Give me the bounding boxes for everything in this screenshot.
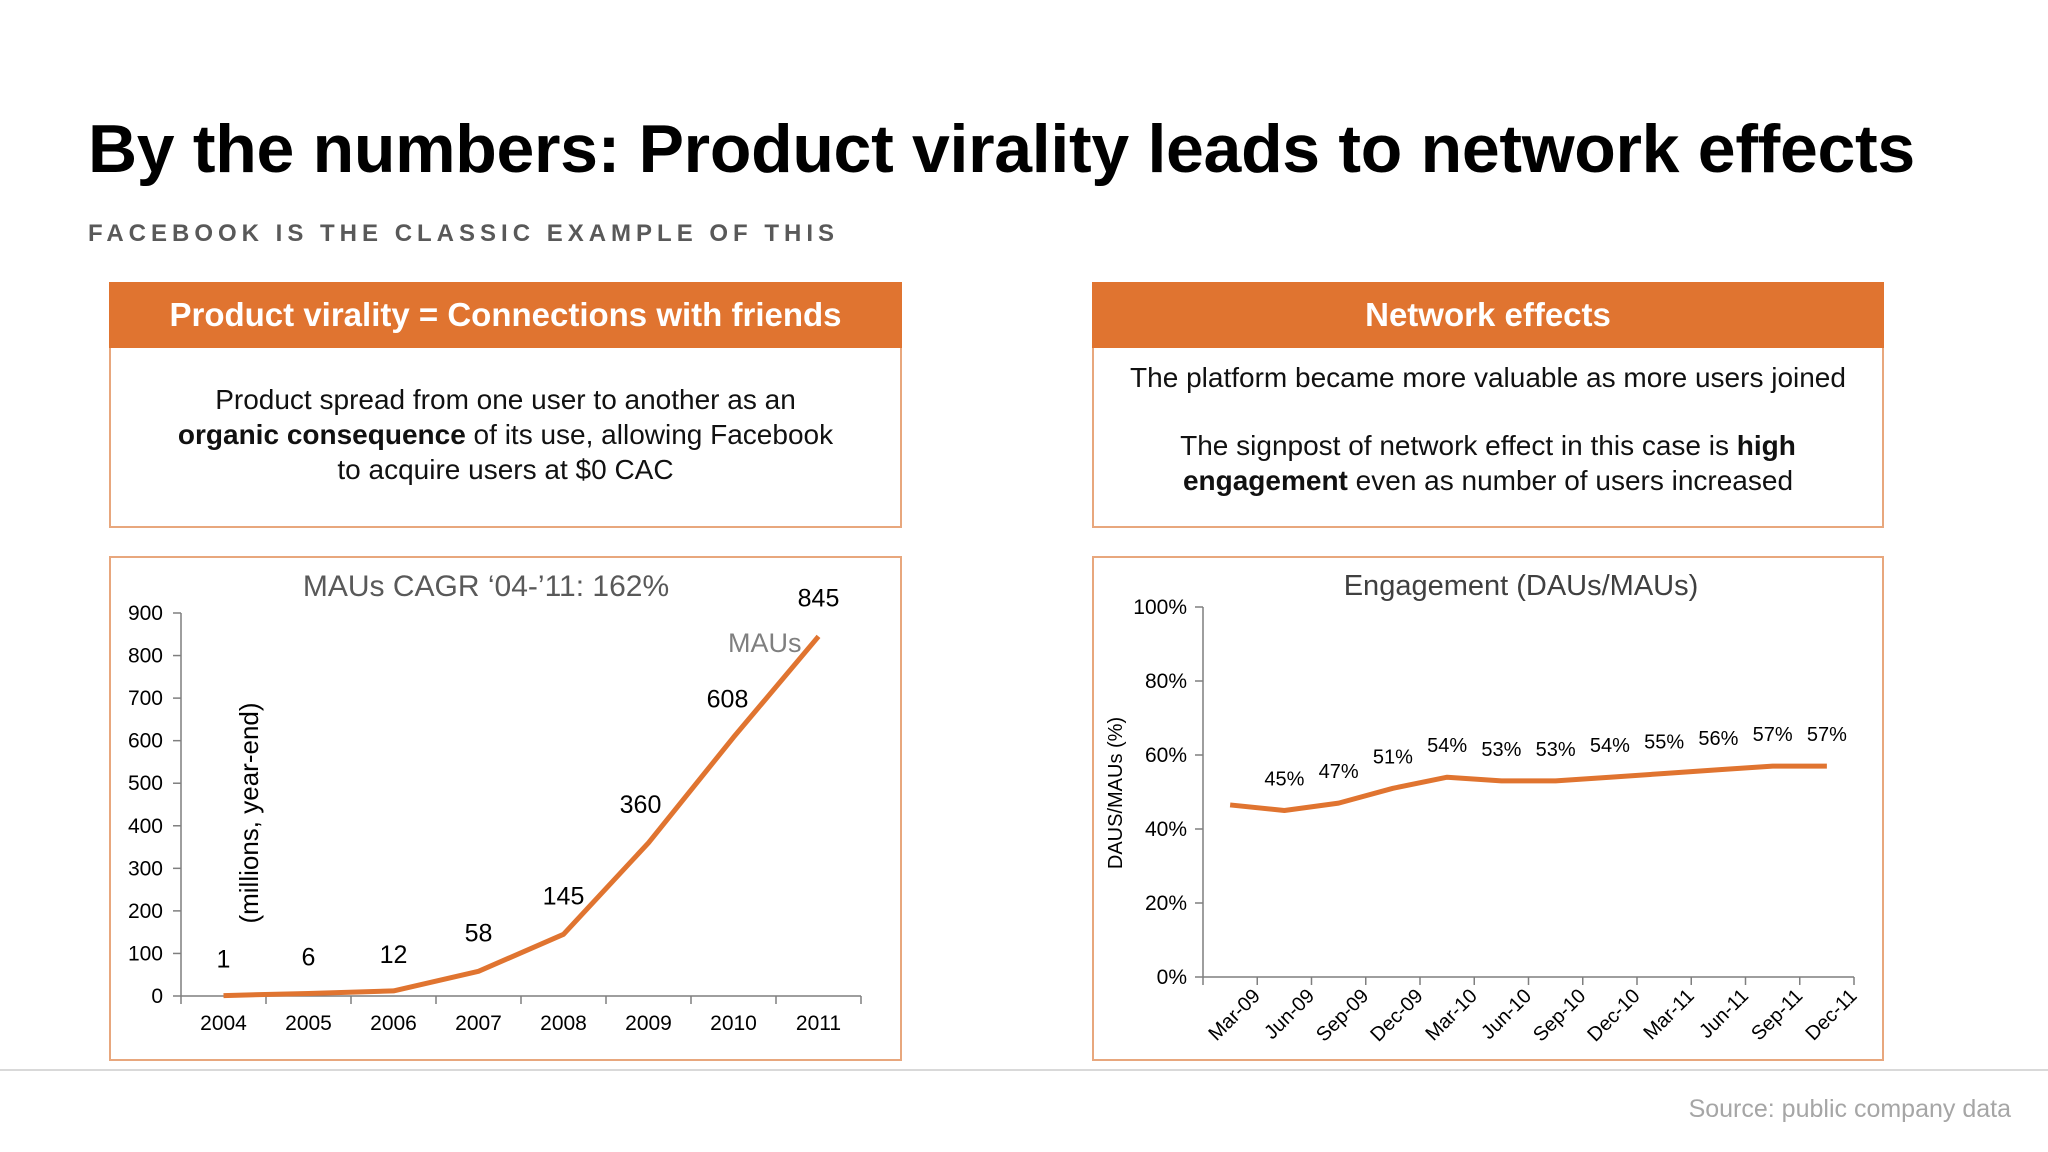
engagement-y-tick-label: 100% <box>1133 596 1187 619</box>
network-text-line-3: engagement even as number of users incre… <box>1094 463 1882 498</box>
engagement-y-tick-label: 60% <box>1145 744 1187 767</box>
mau-x-tick-label: 2010 <box>710 1012 757 1035</box>
virality-panel-body: Product spread from one user to another … <box>109 348 902 528</box>
engagement-x-tick-label: Mar-10 <box>1421 985 1481 1045</box>
engagement-x-tick-label: Dec-09 <box>1366 985 1427 1046</box>
mau-chart-title: MAUs CAGR ‘04-’11: 162% <box>303 570 669 603</box>
engagement-data-label: 47% <box>1319 761 1359 783</box>
engagement-y-axis-label: DAUS/MAUs (%) <box>1105 717 1127 869</box>
mau-x-tick-label: 2005 <box>285 1012 332 1035</box>
engagement-y-tick-label: 0% <box>1157 966 1187 989</box>
mau-y-tick-label: 600 <box>128 730 163 753</box>
mau-y-tick-label: 0 <box>151 985 163 1008</box>
network-bold-engagement: engagement <box>1182 465 1348 496</box>
mau-x-tick-label: 2004 <box>200 1012 247 1035</box>
mau-y-tick-label: 400 <box>128 815 163 838</box>
engagement-x-tick-label: Jun-09 <box>1260 985 1319 1044</box>
engagement-chart-frame: Engagement (DAUs/MAUs) 0% 20% 40% 60% 80% 100%… <box>1092 556 1884 1061</box>
virality-panel-header: Product virality = Connections with frie… <box>109 282 902 348</box>
slide-subtitle: FACEBOOK IS THE CLASSIC EXAMPLE OF THIS <box>88 220 840 247</box>
mau-series-label: MAUs <box>728 628 802 658</box>
network-text-fragment: The signpost of network effect in this c… <box>1180 430 1737 461</box>
engagement-data-label: 54% <box>1427 735 1467 757</box>
engagement-chart-title: Engagement (DAUs/MAUs) <box>1344 570 1699 602</box>
engagement-x-tick-label: Sep-11 <box>1747 985 1807 1045</box>
engagement-x-tick-label: Mar-11 <box>1639 985 1698 1044</box>
mau-data-label: 845 <box>798 584 840 612</box>
network-panel-header: Network effects <box>1092 282 1884 348</box>
virality-text-line-2: organic consequence of its use, allowing… <box>111 417 900 452</box>
engagement-data-label: 56% <box>1698 728 1738 750</box>
mau-chart: MAUs CAGR ‘04-’11: 162% 0 100 200 300 400 500 6… <box>128 570 862 1035</box>
mau-y-tick-label: 200 <box>128 900 163 923</box>
mau-y-tick-label: 100 <box>128 942 163 965</box>
mau-y-axis-label: (millions, year-end) <box>234 702 264 923</box>
mau-data-label: 1 <box>217 946 231 974</box>
virality-bold-phrase: organic consequence <box>177 419 466 450</box>
engagement-x-tick-label: Sep-10 <box>1529 985 1590 1046</box>
mau-data-label: 360 <box>620 791 662 819</box>
engagement-x-tick-label: Dec-11 <box>1801 985 1861 1045</box>
mau-x-tick-label: 2006 <box>370 1012 417 1035</box>
virality-text-fragment: of its use, allowing Facebook <box>465 419 834 450</box>
engagement-x-tick-label: Jun-11 <box>1695 985 1753 1043</box>
network-panel-body: The platform became more valuable as mor… <box>1092 348 1884 528</box>
mau-y-tick-label: 500 <box>128 772 163 795</box>
engagement-data-label: 57% <box>1753 724 1793 746</box>
mau-data-label: 58 <box>465 919 493 947</box>
source-note: Source: public company data <box>1688 1095 2011 1123</box>
mau-data-label: 608 <box>707 685 749 713</box>
virality-text-line-3: to acquire users at $0 CAC <box>337 454 674 485</box>
mau-data-label: 145 <box>543 882 585 910</box>
network-text-fragment-2: even as number of users increased <box>1347 465 1794 496</box>
engagement-data-label: 57% <box>1807 724 1847 746</box>
network-text-line-2: The signpost of network effect in this c… <box>1094 428 1882 463</box>
mau-data-label: 6 <box>302 943 316 971</box>
mau-y-tick-label: 300 <box>128 857 163 880</box>
engagement-x-tick-label: Dec-10 <box>1583 985 1644 1046</box>
engagement-x-tick-label: Jun-10 <box>1477 985 1536 1044</box>
footer-divider <box>0 1069 2048 1071</box>
engagement-data-label: 53% <box>1481 739 1521 761</box>
engagement-data-label: 45% <box>1264 769 1304 791</box>
slide-title: By the numbers: Product virality leads t… <box>88 111 1915 187</box>
mau-chart-frame: MAUs CAGR ‘04-’11: 162% 0 100 200 300 400 500 6… <box>109 556 902 1061</box>
engagement-y-tick-label: 20% <box>1145 892 1187 915</box>
engagement-data-label: 55% <box>1644 732 1684 754</box>
mau-x-tick-label: 2011 <box>796 1012 841 1035</box>
engagement-data-label: 51% <box>1373 746 1413 768</box>
engagement-x-tick-label: Sep-09 <box>1312 985 1373 1046</box>
network-bold-high: high <box>1736 430 1796 461</box>
mau-x-tick-label: 2009 <box>625 1012 672 1035</box>
mau-y-tick-label: 800 <box>128 645 163 668</box>
engagement-y-tick-label: 40% <box>1145 818 1187 841</box>
mau-data-label: 12 <box>380 941 408 969</box>
mau-y-tick-label: 900 <box>128 602 163 625</box>
mau-series-line <box>223 634 821 999</box>
virality-text-line-1: Product spread from one user to another … <box>215 384 796 415</box>
engagement-data-label: 53% <box>1536 739 1576 761</box>
network-text-line-1: The platform became more valuable as mor… <box>1130 362 1846 393</box>
engagement-x-tick-label: Mar-09 <box>1204 985 1264 1045</box>
engagement-data-label: 54% <box>1590 735 1630 757</box>
engagement-y-tick-label: 80% <box>1145 670 1187 693</box>
engagement-series-line <box>1229 763 1827 813</box>
mau-y-tick-label: 700 <box>128 687 163 710</box>
mau-x-tick-label: 2007 <box>455 1012 502 1035</box>
engagement-chart: Engagement (DAUs/MAUs) 0% 20% 40% 60% 80% 100%… <box>1105 570 1862 1046</box>
mau-x-tick-label: 2008 <box>540 1012 587 1035</box>
